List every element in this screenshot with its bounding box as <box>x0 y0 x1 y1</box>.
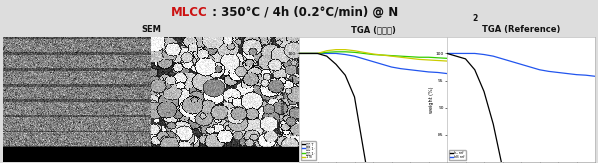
Y-axis label: weight (%): weight (%) <box>281 86 286 113</box>
Y-axis label: weight (%): weight (%) <box>429 86 434 113</box>
Text: : 350°C / 4h (0.2°C/min) @ N: : 350°C / 4h (0.2°C/min) @ N <box>209 6 399 19</box>
Bar <box>151 147 299 162</box>
Text: TGA (개발품): TGA (개발품) <box>350 25 395 34</box>
Text: 2: 2 <box>472 14 478 23</box>
Text: TGA (Reference): TGA (Reference) <box>482 25 560 34</box>
Legend: h₃ ref, hB ref: h₃ ref, hB ref <box>448 150 466 160</box>
Bar <box>3 147 151 162</box>
Text: MLCC: MLCC <box>170 6 208 19</box>
Legend: 개발 T, 개발 1·, 개발 1·, 1 B: 개발 T, 개발 1·, 개발 1·, 1 B <box>301 141 316 160</box>
Text: SEM: SEM <box>141 25 161 34</box>
